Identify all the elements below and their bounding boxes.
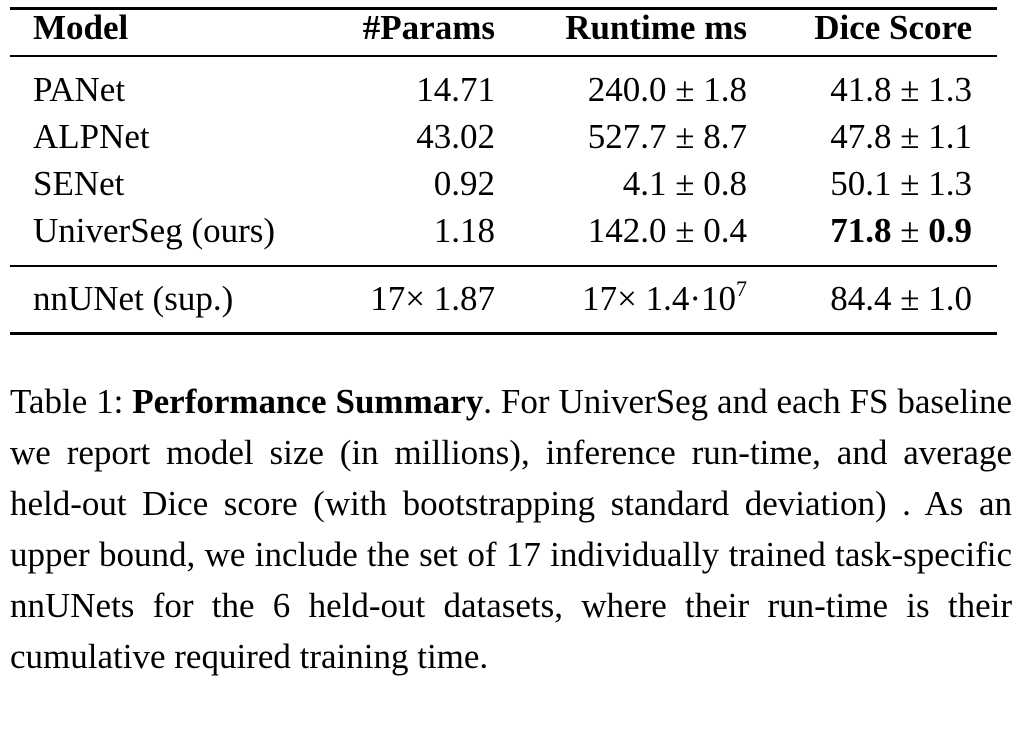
- row-senet-model: SENet: [33, 164, 125, 203]
- bottom-rule: [10, 332, 997, 335]
- header-dice: Dice Score: [814, 8, 972, 47]
- row-panet-runtime: 240.0 ± 1.8: [587, 70, 747, 109]
- top-rule: [10, 7, 997, 10]
- row-alpnet-runtime: 527.7 ± 8.7: [587, 117, 747, 156]
- header-runtime: Runtime ms: [565, 8, 747, 47]
- caption-label: Table 1:: [10, 382, 133, 421]
- row-alpnet-dice: 47.8 ± 1.1: [830, 117, 972, 156]
- row-nnunet-model: nnUNet (sup.): [33, 279, 234, 318]
- header-params: #Params: [362, 8, 495, 47]
- table-caption: Table 1: Performance Summary. For Univer…: [10, 376, 1012, 682]
- mid-rule: [10, 265, 997, 267]
- caption-body: . For UniverSeg and each FS baseline we …: [10, 382, 1013, 676]
- row-senet-params: 0.92: [433, 164, 495, 203]
- row-universeg-runtime: 142.0 ± 0.4: [587, 211, 747, 250]
- row-universeg-params: 1.18: [433, 211, 495, 250]
- row-panet-model: PANet: [33, 70, 126, 109]
- row-senet-runtime: 4.1 ± 0.8: [622, 164, 747, 203]
- row-nnunet-params: 17× 1.87: [370, 279, 495, 318]
- row-universeg-model: UniverSeg (ours): [33, 211, 276, 250]
- row-universeg-dice: 71.8 ± 0.9: [830, 211, 972, 250]
- row-panet-params: 14.71: [416, 70, 495, 109]
- row-senet-dice: 50.1 ± 1.3: [830, 164, 972, 203]
- row-panet-dice: 41.8 ± 1.3: [830, 70, 972, 109]
- row-alpnet-params: 43.02: [416, 117, 495, 156]
- row-nnunet-runtime: 17× 1.4·107: [582, 276, 747, 319]
- row-nnunet-dice: 84.4 ± 1.0: [830, 279, 972, 318]
- caption-title: Performance Summary: [132, 382, 484, 421]
- header-model: Model: [33, 8, 129, 47]
- row-alpnet-model: ALPNet: [33, 117, 150, 156]
- header-rule: [10, 55, 997, 57]
